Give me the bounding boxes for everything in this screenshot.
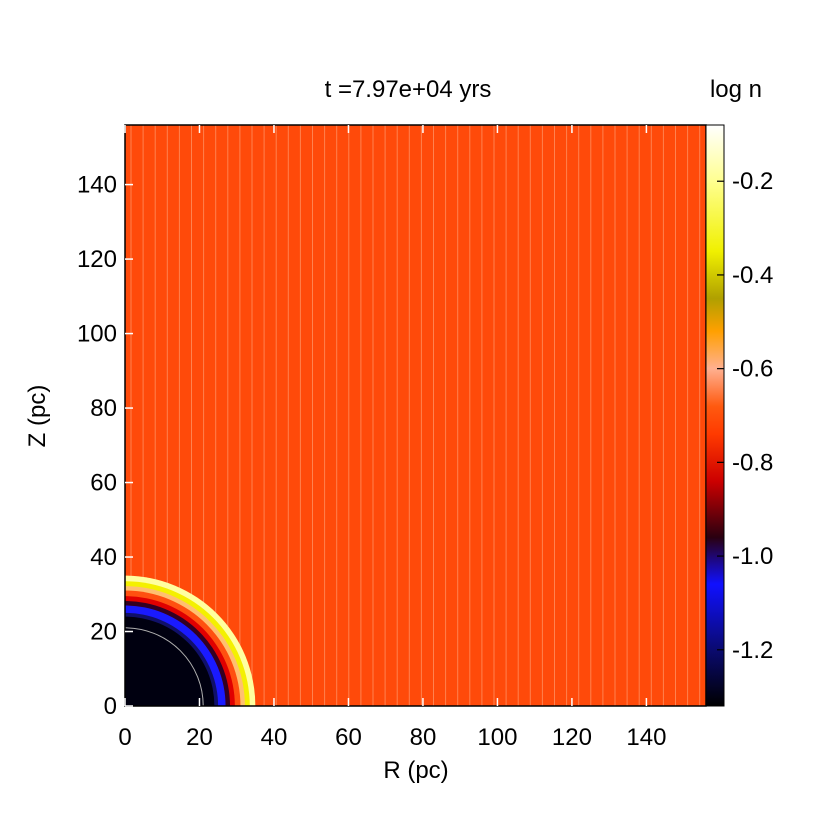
plot-area <box>125 125 706 706</box>
bubble-shells <box>125 575 256 706</box>
colorbar-tick-label: -0.8 <box>732 449 773 476</box>
colorbar-tick-label: -1.2 <box>732 637 773 664</box>
y-axis-label: Z (pc) <box>24 385 51 448</box>
colorbar-tick-label: -0.2 <box>732 168 773 195</box>
y-tick-label: 140 <box>77 172 117 199</box>
y-tick-label: 120 <box>77 246 117 273</box>
x-tick-label: 0 <box>118 724 131 751</box>
bubble-shell <box>125 616 215 706</box>
x-tick-label: 20 <box>186 724 213 751</box>
y-tick-label: 80 <box>90 395 117 422</box>
x-tick-label: 80 <box>410 724 437 751</box>
chart-title: t =7.97e+04 yrs <box>325 76 492 103</box>
x-tick-label: 60 <box>335 724 362 751</box>
colorbar-ticks: -1.2 -1.0 -0.8 -0.6 -0.4 -0.2 <box>717 168 773 664</box>
x-tick-label: 140 <box>626 724 666 751</box>
y-axis: 0 20 40 60 80 100 120 140 <box>77 172 133 720</box>
x-tick-label: 40 <box>261 724 288 751</box>
y-tick-label: 0 <box>104 693 117 720</box>
colorbar-label: log n <box>710 76 762 103</box>
colorbar-tick-label: -1.0 <box>732 543 773 570</box>
y-tick-label: 40 <box>90 544 117 571</box>
y-tick-label: 20 <box>90 619 117 646</box>
y-tick-label: 60 <box>90 470 117 497</box>
x-tick-label: 120 <box>552 724 592 751</box>
ambient-medium <box>125 125 706 706</box>
grid-stripes <box>130 125 701 706</box>
y-tick-label: 100 <box>77 321 117 348</box>
x-tick-label: 100 <box>477 724 517 751</box>
x-axis: 0 20 40 60 80 100 120 140 <box>118 125 666 751</box>
colorbar-tick-label: -0.4 <box>732 262 773 289</box>
x-axis-label: R (pc) <box>383 757 448 784</box>
colorbar <box>705 124 725 707</box>
colorbar-tick-label: -0.6 <box>732 356 773 383</box>
